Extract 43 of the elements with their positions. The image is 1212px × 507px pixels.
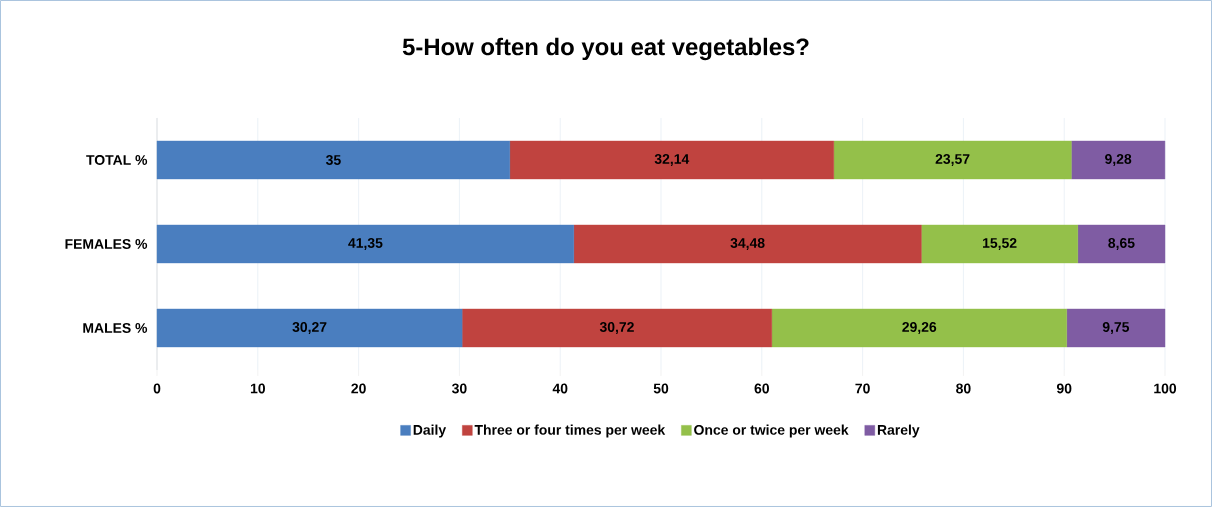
- bar: [461, 308, 772, 348]
- data-label: 15,52: [983, 238, 1017, 250]
- data-label: 41,35: [348, 238, 383, 250]
- bar: [156, 224, 575, 264]
- legend-label: Three or four times per week: [474, 424, 666, 438]
- data-label: 35: [325, 155, 341, 165]
- data-label: 9,75: [1102, 322, 1130, 334]
- x-tick-label: 20: [351, 383, 366, 394]
- legend-label: Rarely: [877, 424, 920, 438]
- data-label: 29,26: [902, 322, 937, 334]
- data-label: 9,28: [1105, 154, 1132, 166]
- bar: [921, 224, 1079, 264]
- chart-title: 5-How often do you eat vegetables?: [402, 37, 809, 61]
- bar: [1077, 224, 1166, 264]
- data-label: 8,65: [1108, 238, 1135, 250]
- y-tick-label: FEMALES %: [65, 239, 148, 249]
- x-tick-label: 90: [1056, 383, 1072, 394]
- bar: [1071, 140, 1166, 180]
- x-tick-label: 80: [956, 383, 971, 394]
- x-tick-label: 0: [153, 383, 161, 394]
- y-tick-label: MALES %: [83, 323, 148, 333]
- data-label: 34,48: [730, 238, 765, 250]
- bar: [156, 308, 463, 348]
- x-tick-label: 40: [552, 383, 568, 394]
- data-label: 30,27: [292, 322, 327, 334]
- bar: [771, 308, 1067, 348]
- legend-label: Daily: [413, 424, 447, 438]
- x-tick-label: 100: [1154, 383, 1177, 394]
- data-label: 30,72: [599, 322, 634, 334]
- bar: [1066, 308, 1166, 348]
- data-label: 32,14: [654, 154, 690, 166]
- y-tick-label: TOTAL %: [86, 155, 148, 165]
- bar: [833, 140, 1072, 180]
- legend-label: Once or twice per week: [694, 424, 849, 438]
- data-label: 23,57: [935, 154, 970, 166]
- x-tick-label: 30: [451, 383, 467, 394]
- x-tick-label: 10: [250, 383, 265, 394]
- bar: [573, 224, 922, 264]
- bar: [156, 140, 511, 180]
- x-tick-label: 50: [653, 383, 669, 394]
- x-tick-label: 60: [754, 383, 769, 394]
- bar: [509, 140, 834, 180]
- x-tick-label: 70: [855, 383, 870, 394]
